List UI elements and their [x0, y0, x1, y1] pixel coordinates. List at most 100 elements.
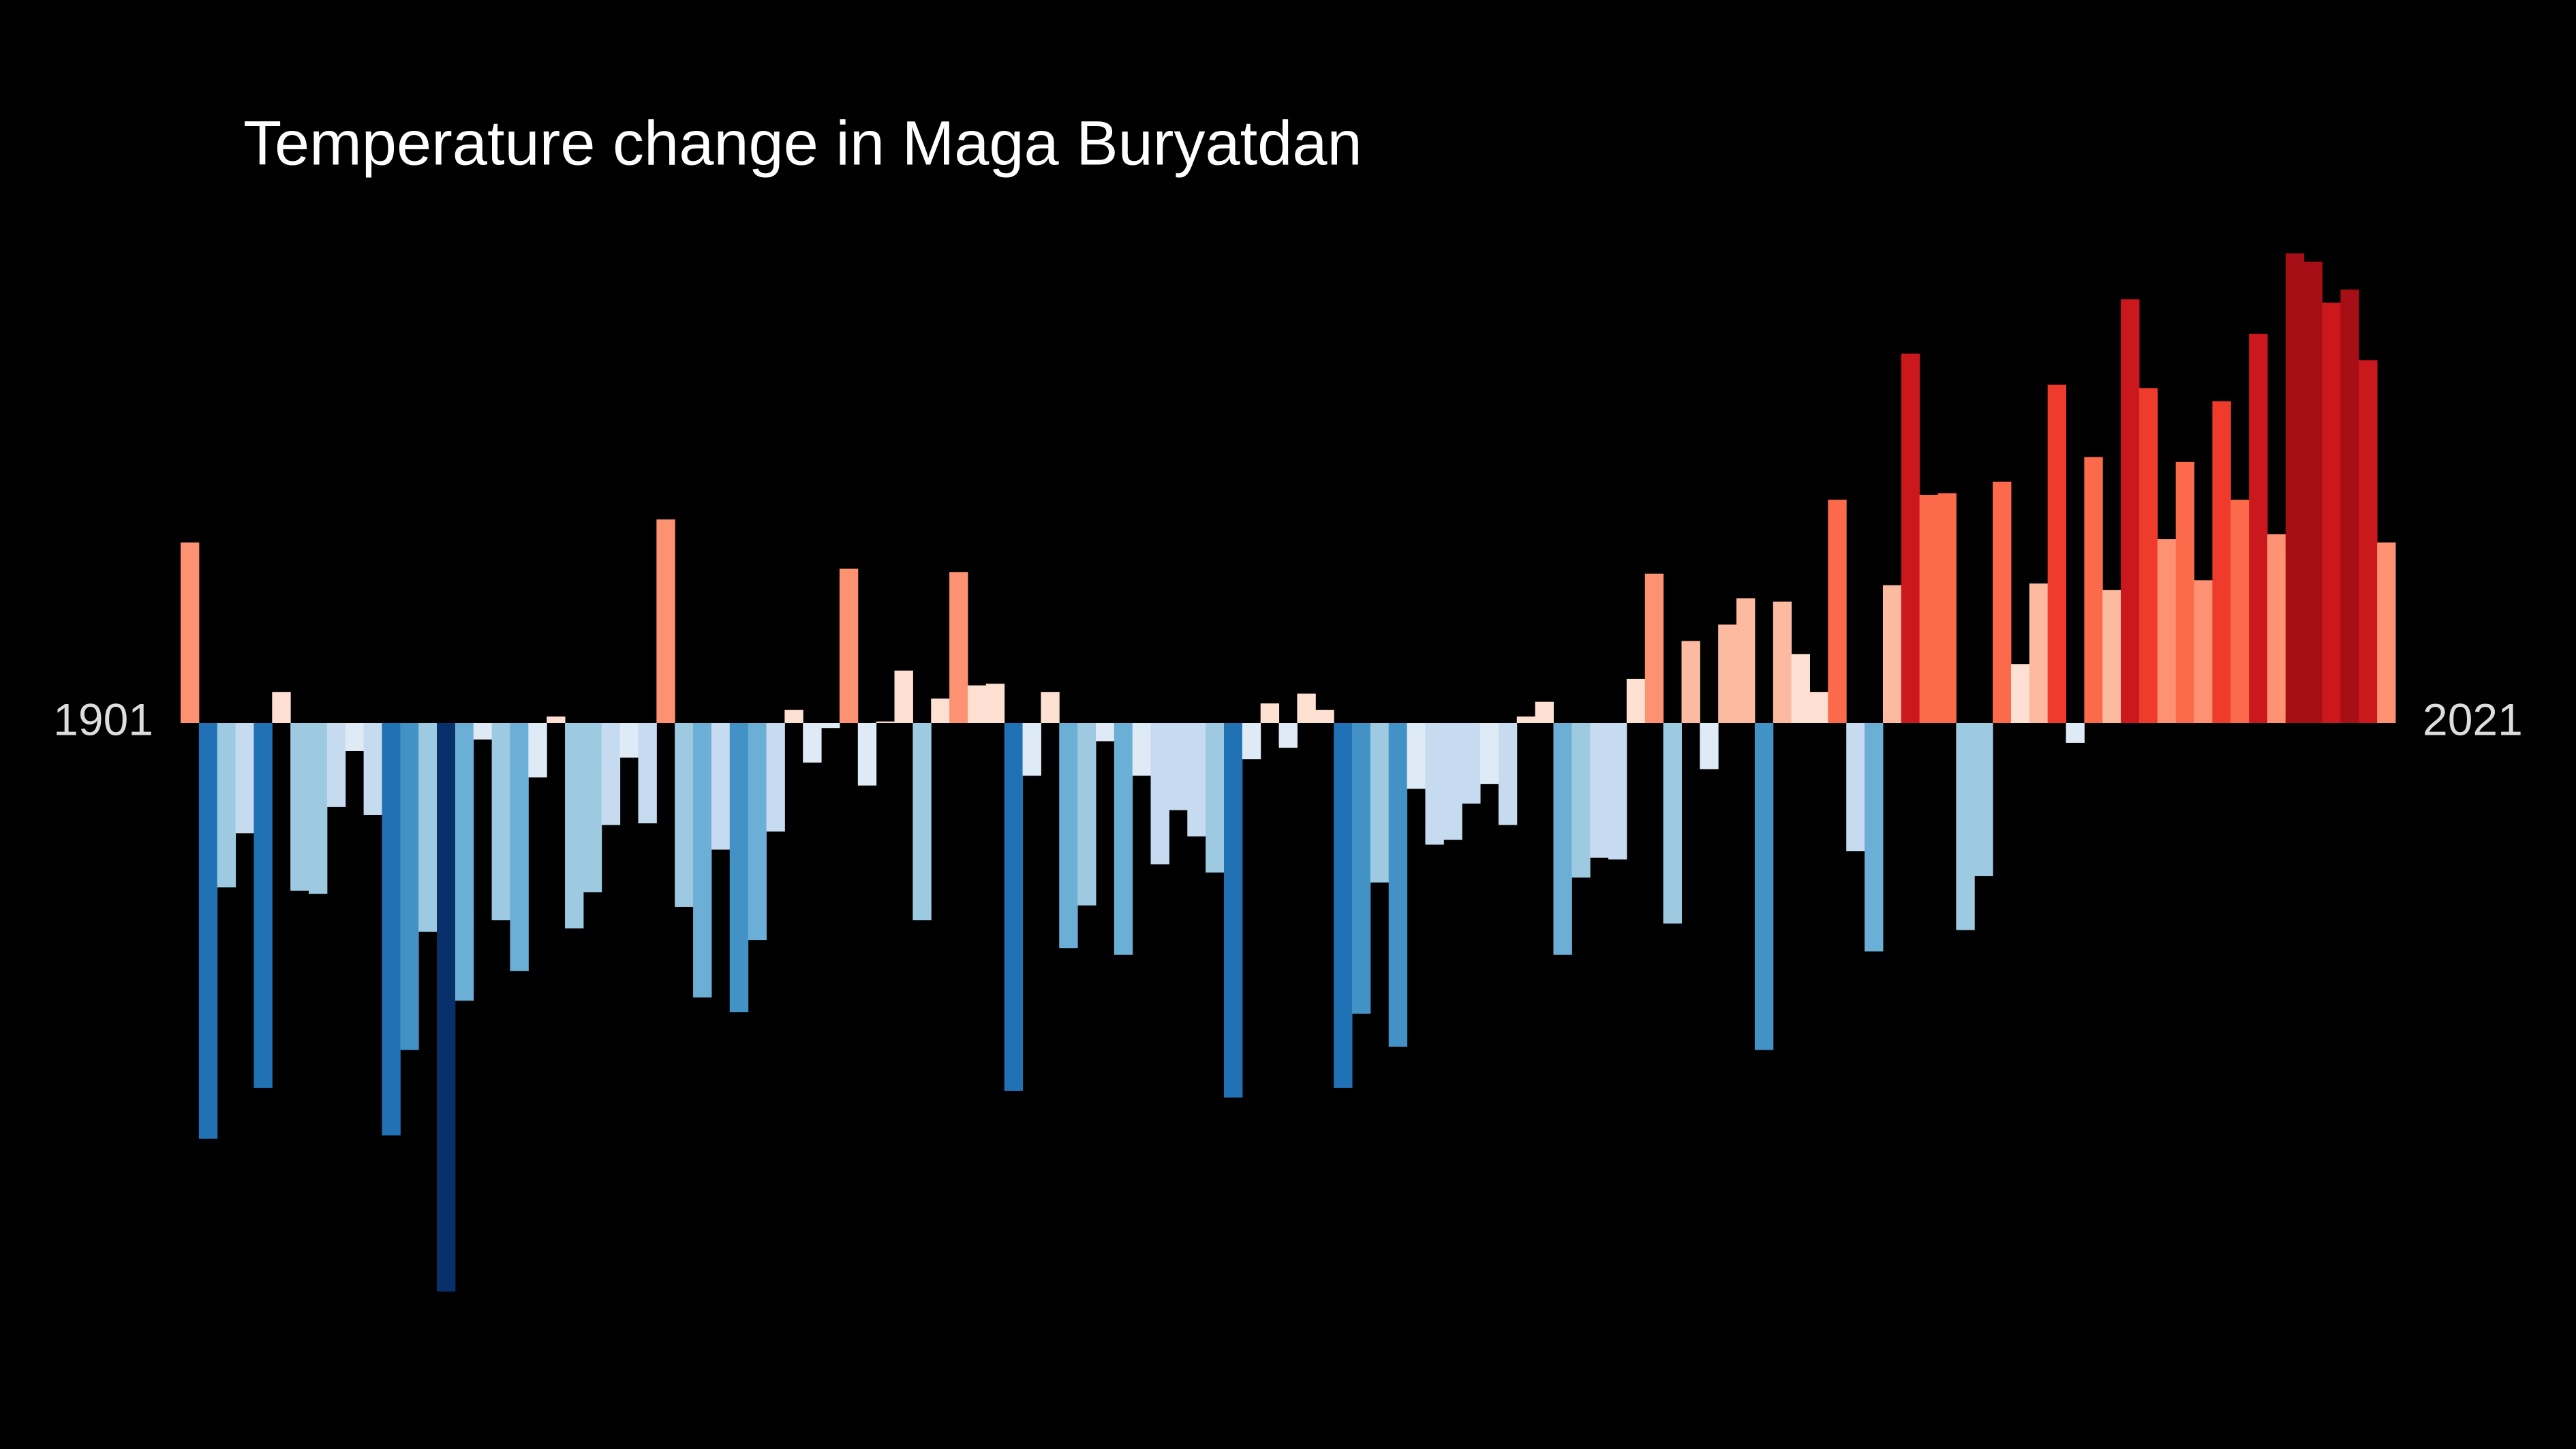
- bar: [803, 723, 822, 763]
- bar: [1937, 493, 1957, 723]
- bar: [1352, 723, 1371, 1014]
- bar: [2212, 401, 2231, 723]
- bar: [601, 723, 621, 825]
- bar: [1516, 716, 1536, 723]
- x-tick-label: 1901: [53, 694, 153, 744]
- bar: [748, 723, 767, 941]
- bar: [1334, 723, 1353, 1088]
- bar: [2249, 333, 2268, 724]
- bar: [821, 723, 840, 729]
- bar: [235, 723, 254, 834]
- bar: [1901, 353, 1920, 723]
- bar: [1571, 723, 1591, 878]
- bar: [528, 723, 547, 778]
- bar: [181, 542, 200, 723]
- bar: [1370, 723, 1390, 883]
- bar: [675, 723, 694, 907]
- bar: [784, 710, 803, 723]
- bar: [1206, 723, 1225, 873]
- bar: [290, 723, 309, 891]
- bar: [949, 572, 968, 723]
- bar: [1480, 723, 1499, 784]
- bar: [2157, 539, 2177, 723]
- bar: [913, 723, 932, 921]
- bar: [1865, 723, 1884, 951]
- bar: [1150, 723, 1169, 865]
- bar: [1919, 495, 1939, 723]
- bar: [1681, 641, 1700, 723]
- bar: [272, 692, 291, 723]
- bar: [1736, 598, 1755, 723]
- bar: [583, 723, 602, 893]
- bar: [1498, 723, 1518, 825]
- bar: [1425, 723, 1444, 845]
- bar: [1773, 601, 1792, 723]
- bar: [309, 723, 328, 894]
- bar: [967, 685, 987, 723]
- bar: [766, 723, 785, 832]
- bar: [473, 723, 493, 740]
- bar: [1626, 678, 1646, 723]
- bar: [693, 723, 712, 998]
- bar: [1608, 723, 1627, 860]
- bar: [418, 723, 438, 932]
- bar: [1041, 692, 1060, 723]
- bar: [729, 723, 749, 1013]
- bar: [2303, 261, 2323, 723]
- bar: [510, 723, 529, 971]
- bar: [656, 519, 675, 723]
- bar: [2029, 583, 2049, 723]
- bar: [345, 723, 365, 751]
- bar: [1443, 723, 1462, 840]
- bar: [1388, 723, 1408, 1047]
- bar: [2175, 461, 2195, 723]
- bar: [2102, 590, 2121, 723]
- bar: [217, 723, 236, 887]
- bar: [1663, 723, 1682, 924]
- bar: [400, 723, 419, 1050]
- bar: [619, 723, 639, 758]
- bar: [491, 723, 510, 921]
- bar: [894, 670, 913, 723]
- bar: [1956, 723, 1975, 930]
- bar: [2359, 360, 2378, 723]
- bar: [2084, 457, 2103, 723]
- bar: [1809, 692, 1828, 723]
- bar: [1644, 573, 1664, 723]
- bar: [1315, 710, 1334, 723]
- bar: [1882, 585, 1902, 723]
- bar: [2010, 664, 2030, 723]
- bar: [2230, 500, 2250, 723]
- bar: [455, 723, 474, 1001]
- bar: [1114, 723, 1133, 955]
- bar: [1278, 723, 1298, 748]
- bar: [2121, 299, 2140, 724]
- bar: [2194, 580, 2213, 723]
- bar: [1993, 481, 2012, 723]
- bar: [1462, 723, 1481, 804]
- bar: [1132, 723, 1152, 776]
- bar: [1022, 723, 1041, 776]
- bar: [1718, 624, 1737, 723]
- bar: [1187, 723, 1206, 837]
- bar: [363, 723, 382, 815]
- bar: [437, 723, 456, 1292]
- bar: [565, 723, 584, 929]
- bar: [254, 723, 273, 1088]
- bar: [1700, 723, 1719, 769]
- bar: [2377, 542, 2396, 723]
- bar: [1553, 723, 1572, 955]
- bar: [198, 723, 218, 1139]
- bar: [1535, 701, 1554, 723]
- bar: [1846, 723, 1865, 851]
- chart-title: Temperature change in Maga Buryatdan: [243, 108, 1362, 178]
- bar: [326, 723, 346, 807]
- bar: [1260, 703, 1280, 723]
- bar: [1590, 723, 1609, 858]
- bar: [1754, 723, 1774, 1050]
- bar: [876, 721, 895, 723]
- bar: [1791, 654, 1810, 723]
- bar: [1223, 723, 1243, 1098]
- bar: [2047, 384, 2067, 723]
